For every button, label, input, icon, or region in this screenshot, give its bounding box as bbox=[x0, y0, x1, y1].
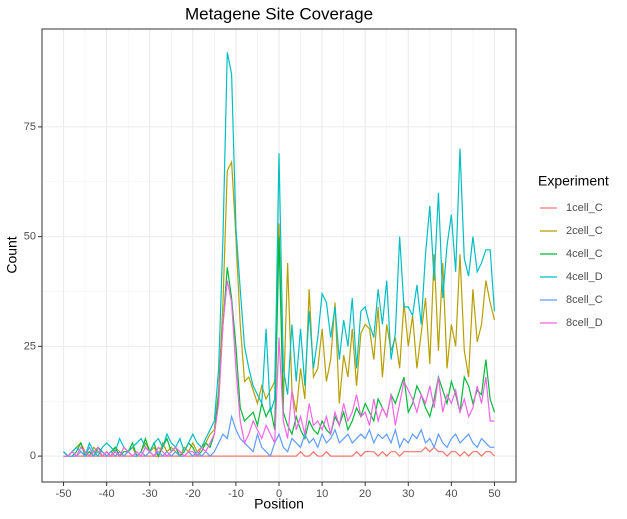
series-line bbox=[63, 414, 495, 458]
x-tick-label: -30 bbox=[142, 488, 158, 500]
y-tick-label: 75 bbox=[24, 121, 36, 133]
legend-label: 1cell_C bbox=[566, 202, 603, 214]
plot-border bbox=[41, 28, 517, 483]
x-tick-label: -10 bbox=[228, 488, 244, 500]
legend-label: 4cell_C bbox=[566, 248, 603, 260]
x-tick-label: 20 bbox=[359, 488, 371, 500]
legend-label: 2cell_C bbox=[566, 225, 603, 237]
legend-title: Experiment bbox=[538, 173, 609, 189]
x-tick-label: 50 bbox=[488, 488, 500, 500]
series-line bbox=[63, 280, 495, 458]
chart-title: Metagene Site Coverage bbox=[185, 4, 373, 23]
legend-label: 4cell_D bbox=[566, 271, 603, 283]
legend-label: 8cell_C bbox=[566, 294, 603, 306]
y-tick-label: 0 bbox=[30, 450, 36, 462]
x-axis-label: Position bbox=[254, 496, 304, 512]
x-tick-label: 10 bbox=[316, 488, 328, 500]
y-axis-label: Count bbox=[4, 236, 20, 273]
x-tick-label: -50 bbox=[56, 488, 72, 500]
x-tick-label: 0 bbox=[276, 488, 282, 500]
x-tick-label: -40 bbox=[99, 488, 115, 500]
y-tick-label: 25 bbox=[24, 340, 36, 352]
x-tick-label: 30 bbox=[402, 488, 414, 500]
x-tick-label: 40 bbox=[445, 488, 457, 500]
y-tick-label: 50 bbox=[24, 231, 36, 243]
x-tick-label: -20 bbox=[185, 488, 201, 500]
legend-label: 8cell_D bbox=[566, 317, 603, 329]
series-line bbox=[63, 236, 496, 458]
series-line bbox=[63, 52, 496, 458]
